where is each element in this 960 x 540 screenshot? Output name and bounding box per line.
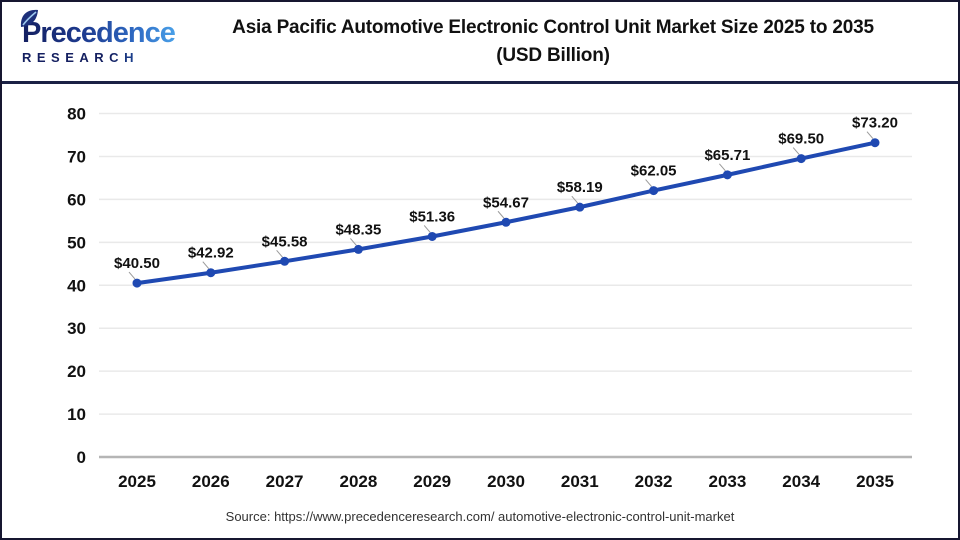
- label-leader-line: [866, 131, 874, 140]
- data-point[interactable]: [870, 138, 880, 148]
- label-leader-line: [792, 147, 800, 155]
- label-leader-line: [128, 271, 136, 280]
- data-point[interactable]: [722, 170, 732, 180]
- data-point[interactable]: [501, 217, 511, 227]
- chart-title-line1: Asia Pacific Automotive Electronic Contr…: [232, 16, 874, 38]
- label-leader-line: [276, 249, 283, 258]
- leaf-icon: [20, 10, 38, 28]
- logo-brand-row: Precedence: [20, 10, 176, 50]
- label-leader-line: [350, 238, 357, 246]
- label-leader-line: [719, 163, 726, 172]
- header: Precedence RESEARCH Asia Pacific Automot…: [2, 2, 958, 84]
- data-point-label: $69.50: [778, 131, 824, 148]
- precedence-research-logo: Precedence RESEARCH: [2, 10, 182, 65]
- y-tick-label: 30: [67, 319, 86, 338]
- label-leader-line: [202, 261, 210, 270]
- data-point[interactable]: [132, 278, 142, 288]
- x-tick-label: 2030: [487, 472, 525, 491]
- x-tick-label: 2028: [339, 472, 377, 491]
- y-tick-label: 20: [67, 362, 86, 381]
- y-tick-label: 60: [67, 190, 86, 209]
- data-point[interactable]: [649, 186, 659, 196]
- label-leader-line: [571, 195, 579, 204]
- x-tick-label: 2029: [413, 472, 451, 491]
- data-point-label: $48.35: [335, 221, 381, 238]
- label-leader-line: [497, 210, 505, 219]
- logo-sub-text: RESEARCH: [22, 50, 182, 65]
- x-tick-label: 2027: [266, 472, 304, 491]
- y-tick-label: 50: [67, 233, 86, 252]
- data-point-label: $45.58: [262, 233, 308, 250]
- x-tick-label: 2032: [635, 472, 673, 491]
- x-tick-label: 2035: [856, 472, 894, 491]
- trend-line: [135, 140, 877, 286]
- y-tick-label: 70: [67, 147, 86, 166]
- data-point-label: $42.92: [188, 245, 234, 262]
- x-tick-label: 2033: [708, 472, 746, 491]
- data-point-label: $65.71: [704, 147, 750, 164]
- x-tick-label: 2031: [561, 472, 599, 491]
- data-point-label: $62.05: [631, 163, 677, 180]
- data-point[interactable]: [427, 231, 437, 241]
- chart-title-line2: (USD Billion): [496, 44, 610, 66]
- data-point[interactable]: [796, 154, 806, 164]
- data-point-label: $58.19: [557, 179, 603, 196]
- data-point-label: $73.20: [852, 115, 898, 132]
- x-tick-label: 2034: [782, 472, 820, 491]
- y-tick-label: 80: [67, 105, 86, 124]
- data-point[interactable]: [280, 256, 290, 266]
- data-point-label: $40.50: [114, 255, 160, 272]
- label-leader-line: [645, 179, 652, 187]
- y-tick-label: 10: [67, 405, 86, 424]
- x-tick-label: 2025: [118, 472, 156, 491]
- data-point[interactable]: [206, 268, 216, 278]
- logo-brand-text: Precedence: [22, 17, 176, 50]
- x-tick-label: 2026: [192, 472, 230, 491]
- label-leader-line: [423, 225, 431, 233]
- source-note: Source: https://www.precedenceresearch.c…: [225, 509, 735, 524]
- data-point[interactable]: [353, 244, 363, 254]
- data-point-label: $54.67: [483, 194, 529, 211]
- data-point[interactable]: [575, 202, 585, 212]
- y-tick-label: 0: [77, 448, 86, 467]
- data-point-label: $51.36: [409, 208, 455, 225]
- y-tick-label: 40: [67, 276, 86, 295]
- chart-title: Asia Pacific Automotive Electronic Contr…: [182, 14, 958, 69]
